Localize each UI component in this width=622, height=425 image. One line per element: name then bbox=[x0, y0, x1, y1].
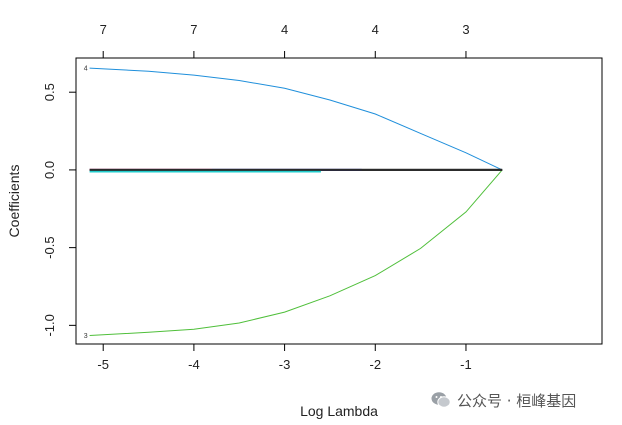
wechat-icon bbox=[431, 392, 451, 408]
top-tick-label: 4 bbox=[372, 22, 379, 37]
y-axis-title: Coefficients bbox=[6, 165, 22, 238]
y-tick-label: 0.0 bbox=[42, 161, 57, 179]
top-axis: 7 7 4 4 3 bbox=[100, 22, 470, 58]
x-axis-title: Log Lambda bbox=[300, 403, 378, 419]
top-tick-label: 4 bbox=[281, 22, 288, 37]
x-tick-label: -3 bbox=[279, 357, 291, 372]
bottom-axis: -5 -4 -3 -2 -1 bbox=[97, 344, 472, 372]
plot-frame bbox=[75, 57, 603, 345]
top-tick-label: 7 bbox=[190, 22, 197, 37]
series-layer: 43 bbox=[84, 66, 503, 340]
top-tick-label: 7 bbox=[100, 22, 107, 37]
watermark: 公众号 · 桓峰基因 bbox=[431, 389, 576, 411]
series-label-2: 3 bbox=[84, 333, 88, 340]
series-label-1: 4 bbox=[84, 66, 88, 73]
x-tick-label: -1 bbox=[460, 357, 472, 372]
x-tick-label: -2 bbox=[369, 357, 381, 372]
series-line-2 bbox=[89, 169, 503, 336]
x-tick-label: -5 bbox=[97, 357, 109, 372]
y-tick-label: -1.0 bbox=[42, 314, 57, 336]
y-tick-label: -0.5 bbox=[42, 236, 57, 258]
x-tick-label: -4 bbox=[188, 357, 200, 372]
series-line-1 bbox=[89, 67, 503, 171]
left-axis: -1.0 -0.5 0.0 0.5 bbox=[42, 83, 76, 337]
top-tick-label: 3 bbox=[462, 22, 469, 37]
watermark-text: 公众号 · 桓峰基因 bbox=[457, 391, 577, 410]
y-tick-label: 0.5 bbox=[42, 83, 57, 101]
